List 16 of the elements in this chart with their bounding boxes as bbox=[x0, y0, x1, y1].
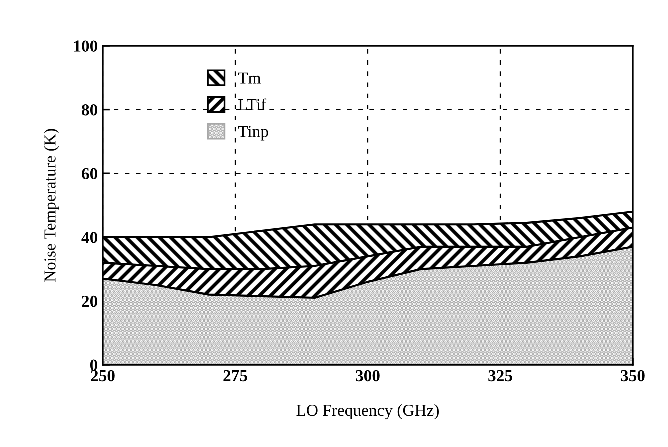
x-tick-label: 275 bbox=[224, 370, 248, 382]
y-tick-label: 0 bbox=[90, 360, 98, 371]
y-tick-label: 40 bbox=[82, 232, 98, 244]
y-axis-title: Noise Temperature (K) bbox=[44, 129, 60, 282]
y-tick-label: 20 bbox=[82, 296, 98, 308]
y-tick-label: 80 bbox=[82, 104, 98, 116]
x-axis-title: LO Frequency (GHz) bbox=[296, 404, 439, 420]
x-tick-label: 300 bbox=[356, 370, 380, 382]
legend-label: LTif bbox=[238, 98, 267, 110]
y-tick-label: 100 bbox=[74, 40, 98, 52]
x-tick-label: 350 bbox=[621, 370, 645, 382]
x-tick-label: 250 bbox=[91, 370, 115, 382]
y-tick-label: 60 bbox=[82, 168, 98, 180]
legend-label: Tm bbox=[238, 72, 261, 84]
x-tick-label: 325 bbox=[488, 370, 512, 382]
legend-label: Tinp bbox=[238, 126, 268, 141]
